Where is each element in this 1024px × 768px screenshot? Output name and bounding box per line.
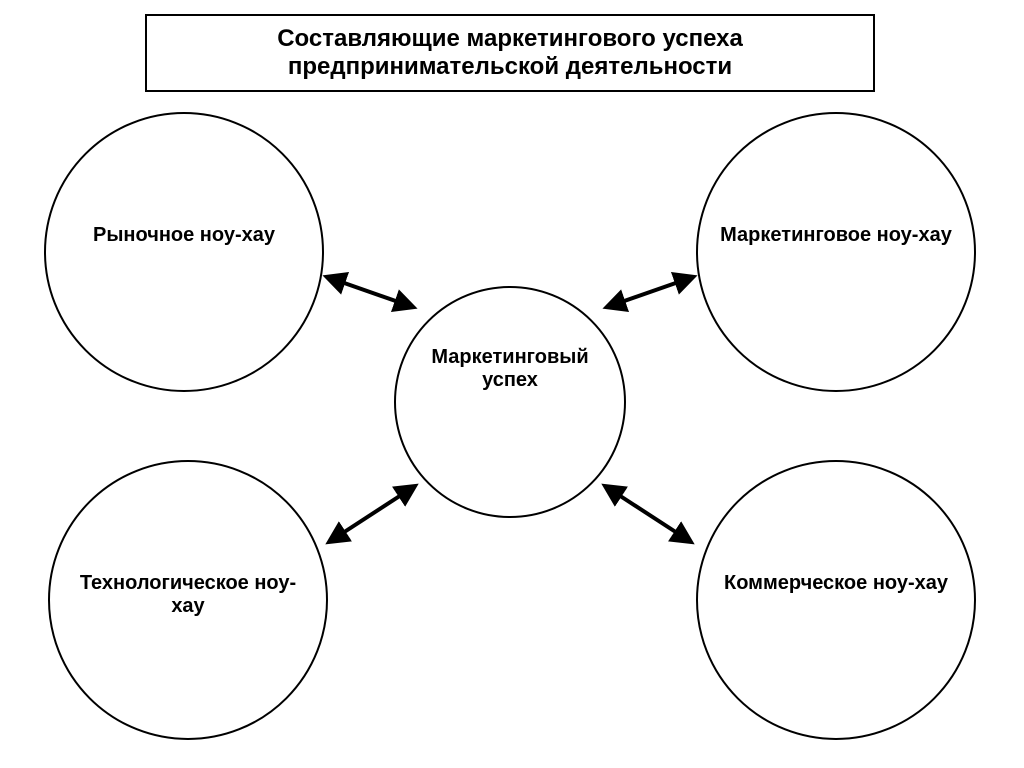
diagram-title-line1: Составляющие маркетингового успеха: [277, 25, 743, 53]
node-marketing-success: Маркетинговый успех: [394, 286, 626, 518]
diagram-title-line2: предпринимательской деятельности: [277, 53, 743, 81]
node-label: Технологическое ноу-хау: [50, 572, 326, 618]
node-technological-knowhow: Технологическое ноу-хау: [48, 460, 328, 740]
node-label: Маркетинговый успех: [396, 346, 624, 392]
node-marketing-knowhow: Маркетинговое ноу-хау: [696, 112, 976, 392]
edge-arrow: [332, 488, 412, 540]
edge-arrow: [330, 278, 410, 306]
edge-arrow: [610, 278, 690, 306]
node-label: Рыночное ноу-хау: [46, 224, 322, 247]
node-label: Коммерческое ноу-хау: [698, 572, 974, 595]
diagram-title: Составляющие маркетингового успеха предп…: [277, 25, 743, 81]
node-commercial-knowhow: Коммерческое ноу-хау: [696, 460, 976, 740]
node-market-knowhow: Рыночное ноу-хау: [44, 112, 324, 392]
edge-arrow: [608, 488, 688, 540]
node-label: Маркетинговое ноу-хау: [698, 224, 974, 247]
diagram-title-box: Составляющие маркетингового успеха предп…: [145, 14, 875, 92]
